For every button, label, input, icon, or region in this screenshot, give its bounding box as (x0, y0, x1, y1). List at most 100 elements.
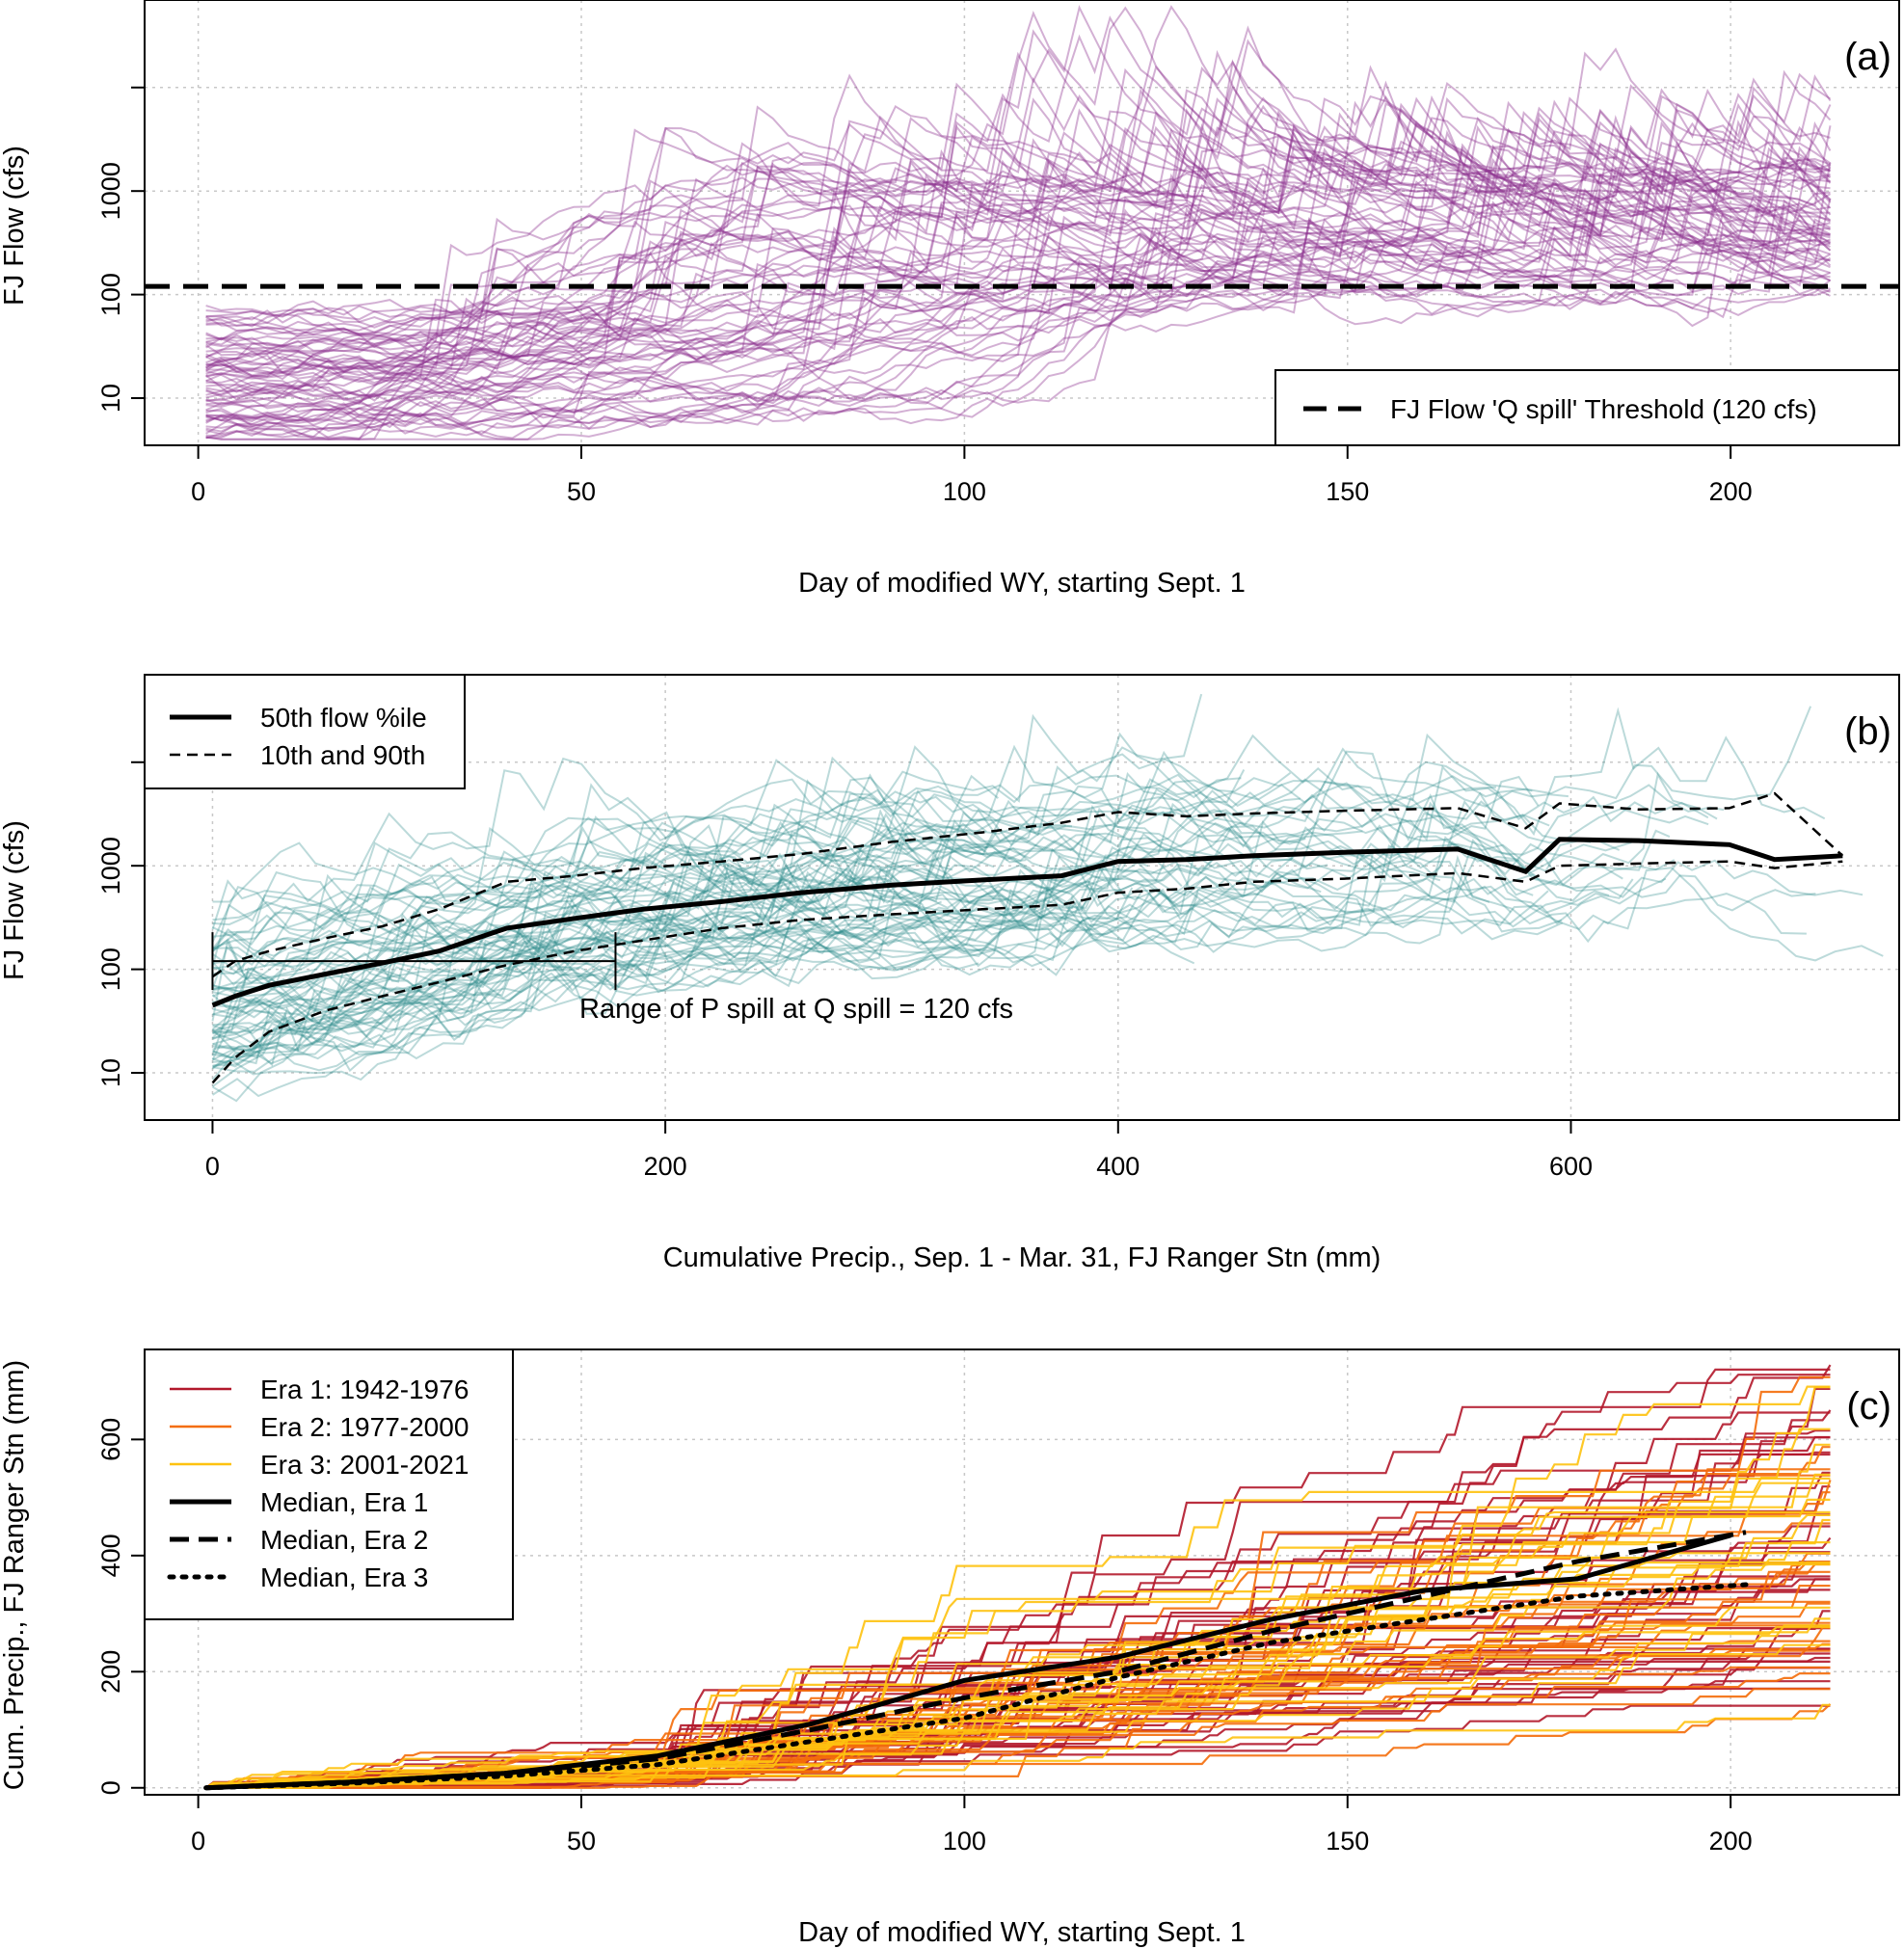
panel-a-tag: (a) (1844, 36, 1891, 78)
precip-series-line (205, 1660, 1831, 1789)
flow-series-line (205, 151, 1831, 397)
flow-series-line (205, 148, 1832, 356)
flow-series-line (205, 102, 1832, 359)
x-tick-label: 50 (567, 1827, 596, 1856)
flow-series-line (211, 787, 1073, 943)
panel-c-median-lines (203, 1530, 1749, 1791)
flow-series-line (205, 115, 1832, 343)
flow-series-line (212, 850, 1027, 1009)
panel-b-x-title: Cumulative Precip., Sep. 1 - Mar. 31, FJ… (663, 1242, 1381, 1273)
p-spill-range-bracket (211, 932, 617, 991)
flow-series-line (211, 931, 979, 1073)
flow-series-line (205, 97, 1831, 402)
panel-b-y-ticks: 10 100 1000 (96, 761, 145, 1087)
flow-series-line (212, 776, 1066, 949)
panel-a-x-title: Day of modified WY, starting Sept. 1 (798, 568, 1246, 599)
flow-series-line (205, 164, 1831, 426)
flow-series-line (212, 895, 1176, 1016)
flow-series-line (211, 744, 1246, 957)
panel-b-flow-lines (211, 693, 1884, 1103)
flow-series-line (205, 197, 1831, 338)
flow-series-line (212, 844, 1490, 1041)
p90-line (211, 791, 1844, 978)
flow-series-line (212, 707, 1826, 990)
legend-p50-label: 50th flow %ile (260, 703, 427, 733)
p-spill-annotation: Range of P spill at Q spill = 120 cfs (579, 994, 1013, 1025)
flow-series-line (211, 773, 1496, 930)
flow-series-line (212, 817, 1244, 1005)
flow-series-line (212, 905, 962, 1046)
flow-series-line (212, 896, 1564, 1072)
flow-series-line (211, 788, 1322, 1030)
flow-series-line (211, 789, 1301, 968)
flow-series-line (205, 5, 1832, 441)
flow-series-line (205, 74, 1832, 435)
precip-series-line (205, 1498, 1831, 1789)
y-tick-label: 0 (96, 1780, 125, 1795)
precip-series-line (205, 1703, 1831, 1789)
panel-b-tag: (b) (1844, 710, 1891, 753)
flow-series-line (205, 215, 1831, 385)
flow-series-line (205, 15, 1832, 386)
x-tick-label: 150 (1326, 477, 1369, 506)
flow-series-line (212, 713, 1292, 921)
y-tick-label: 1000 (96, 837, 125, 894)
flow-series-line (212, 750, 1709, 980)
flow-series-line (205, 192, 1831, 387)
x-tick-label: 50 (567, 477, 596, 506)
panel-b-y-title: FJ Flow (cfs) (0, 820, 30, 980)
flow-series-line (212, 866, 1054, 1034)
y-tick-label: 600 (96, 1418, 125, 1461)
flow-series-line (205, 59, 1831, 324)
legend-median-era3-label: Median, Era 3 (260, 1562, 428, 1592)
precip-series-line (205, 1606, 1831, 1789)
flow-series-line (205, 96, 1831, 422)
legend-era2-label: Era 2: 1977-2000 (260, 1412, 469, 1442)
flow-series-line (205, 120, 1831, 360)
flow-series-line (205, 125, 1831, 397)
flow-series-line (205, 126, 1831, 412)
panel-c: 0 50 100 150 200 0 200 400 600 (c) Day of modif… (0, 1348, 1900, 1948)
flow-series-line (211, 805, 1183, 1039)
precip-series-line (205, 1541, 1831, 1789)
flow-series-line (204, 161, 1832, 401)
precip-series-line (205, 1561, 1831, 1789)
panel-b-frame (144, 674, 1900, 1121)
flow-series-line (212, 732, 1242, 926)
panel-a-y-title: FJ Flow (cfs) (0, 146, 30, 306)
flow-series-line (205, 80, 1831, 440)
flow-series-line (211, 734, 1550, 952)
flow-series-line (211, 706, 1812, 970)
x-tick-label: 200 (1709, 1827, 1753, 1856)
flow-series-line (205, 108, 1832, 378)
flow-series-line (205, 174, 1832, 436)
flow-series-line (211, 859, 1676, 1056)
flow-series-line (212, 879, 1133, 1081)
flow-series-line (205, 6, 1832, 377)
flow-series-line (205, 204, 1831, 441)
y-tick-label: 100 (96, 273, 125, 316)
flow-series-line (205, 84, 1831, 395)
flow-series-line (205, 145, 1832, 347)
flow-series-line (212, 791, 1592, 1052)
flow-series-line (211, 854, 1884, 1088)
flow-series-line (212, 802, 1363, 983)
flow-series-line (205, 82, 1832, 426)
panel-a-y-ticks: 10 100 1000 (96, 86, 145, 413)
flow-series-line (205, 120, 1831, 374)
flow-series-line (205, 129, 1831, 439)
panel-c-tag: (c) (1846, 1385, 1891, 1428)
y-tick-label: 100 (96, 948, 125, 991)
legend-threshold-label: FJ Flow 'Q spill' Threshold (120 cfs) (1390, 394, 1817, 424)
flow-series-line (205, 144, 1832, 432)
legend-era3-label: Era 3: 2001-2021 (260, 1450, 469, 1480)
flow-series-line (205, 131, 1832, 407)
flow-series-line (205, 96, 1831, 440)
panel-b-legend: 50th flow %ile 10th and 90th (144, 674, 466, 789)
flow-series-line (205, 65, 1831, 363)
flow-series-line (212, 840, 937, 968)
flow-series-line (212, 822, 1816, 1067)
flow-series-line (205, 94, 1832, 441)
y-tick-label: 400 (96, 1534, 125, 1577)
